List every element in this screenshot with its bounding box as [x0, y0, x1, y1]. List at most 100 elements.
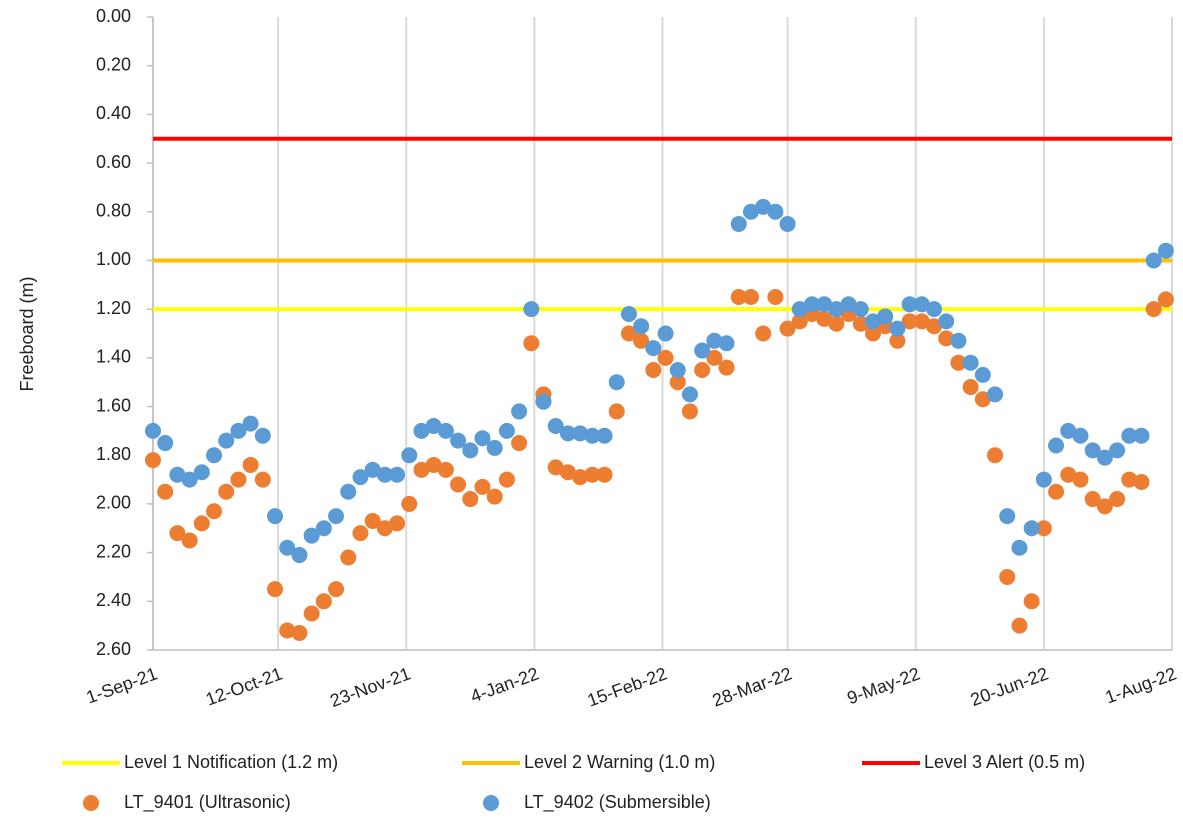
- data-point: [620, 306, 637, 323]
- data-point: [1072, 471, 1089, 488]
- data-point: [901, 296, 918, 313]
- data-point: [596, 466, 613, 483]
- data-point: [145, 452, 161, 469]
- data-point: [169, 525, 186, 542]
- data-point: [169, 466, 186, 483]
- data-point: [291, 624, 308, 641]
- data-point: [840, 296, 857, 313]
- data-point: [279, 539, 296, 556]
- data-point: [328, 581, 345, 598]
- data-point: [523, 335, 540, 352]
- data-point: [401, 495, 418, 512]
- data-point: [498, 422, 515, 439]
- data-point: [791, 301, 808, 318]
- data-point: [1121, 427, 1138, 444]
- data-point: [364, 512, 381, 529]
- data-point: [267, 508, 284, 525]
- x-tick-label: 12-Oct-21: [203, 663, 285, 709]
- data-point: [486, 488, 503, 505]
- data-point: [718, 359, 735, 376]
- data-point: [413, 461, 430, 478]
- data-point: [913, 296, 930, 313]
- data-point: [938, 330, 955, 347]
- data-point: [181, 532, 198, 549]
- data-point: [1096, 449, 1113, 466]
- data-point: [633, 318, 650, 335]
- data-point: [926, 318, 943, 335]
- data-point: [962, 354, 979, 371]
- data-point: [1023, 593, 1040, 610]
- data-point: [950, 332, 967, 349]
- data-point: [1121, 471, 1138, 488]
- data-point: [730, 288, 747, 305]
- data-point: [145, 422, 161, 439]
- data-point: [389, 515, 406, 532]
- data-point: [376, 520, 393, 537]
- data-point: [364, 461, 381, 478]
- data-point: [450, 476, 467, 493]
- data-point: [474, 430, 491, 447]
- data-point: [1035, 520, 1052, 537]
- data-point: [901, 313, 918, 330]
- y-tick-label: 0.80: [96, 201, 131, 221]
- data-point: [230, 422, 247, 439]
- data-point: [547, 418, 564, 435]
- data-point: [633, 332, 650, 349]
- data-point: [1084, 491, 1101, 508]
- y-tick-label: 1.80: [96, 444, 131, 464]
- data-point: [279, 622, 296, 639]
- data-point: [1109, 491, 1126, 508]
- data-point: [816, 296, 833, 313]
- data-point: [157, 483, 174, 500]
- data-point: [681, 403, 698, 420]
- data-point: [889, 320, 906, 337]
- data-point: [340, 483, 357, 500]
- x-tick-label: 20-Jun-22: [968, 663, 1051, 710]
- data-point: [608, 374, 625, 391]
- data-point: [584, 427, 601, 444]
- data-point: [486, 439, 503, 456]
- data-point: [645, 362, 662, 379]
- data-point: [645, 340, 662, 357]
- data-point: [852, 315, 869, 332]
- data-point: [1060, 466, 1077, 483]
- data-point: [999, 568, 1016, 585]
- y-axis-label: Freeboard (m): [17, 276, 37, 391]
- data-point: [742, 203, 759, 220]
- data-point: [828, 315, 845, 332]
- data-point: [974, 391, 991, 408]
- data-point: [816, 310, 833, 327]
- data-point: [657, 349, 674, 366]
- data-point: [852, 301, 869, 318]
- data-point: [987, 386, 1004, 403]
- legend-label: Level 1 Notification (1.2 m): [124, 752, 338, 772]
- legend-label: LT_9401 (Ultrasonic): [124, 792, 291, 813]
- data-point: [572, 469, 589, 486]
- data-point: [1072, 427, 1089, 444]
- data-point: [206, 447, 223, 464]
- data-point: [596, 427, 613, 444]
- data-point: [718, 335, 735, 352]
- data-point: [1023, 520, 1040, 537]
- data-point: [474, 478, 491, 495]
- data-point: [1048, 437, 1065, 454]
- data-point: [669, 374, 686, 391]
- x-tick-label: 28-Mar-22: [710, 663, 795, 710]
- data-point: [706, 349, 723, 366]
- data-point: [755, 325, 772, 342]
- x-tick-label: 9-May-22: [844, 663, 922, 708]
- data-point: [572, 425, 589, 442]
- y-tick-label: 0.60: [96, 152, 131, 172]
- data-point: [559, 425, 576, 442]
- x-tick-label: 23-Nov-21: [327, 663, 413, 711]
- y-tick-label: 2.00: [96, 493, 131, 513]
- data-point: [535, 393, 552, 410]
- data-point: [742, 288, 759, 305]
- data-point: [1084, 442, 1101, 459]
- data-point: [523, 301, 540, 318]
- data-point: [1133, 427, 1150, 444]
- data-point: [865, 325, 882, 342]
- data-point: [913, 313, 930, 330]
- data-point: [706, 332, 723, 349]
- data-point: [828, 301, 845, 318]
